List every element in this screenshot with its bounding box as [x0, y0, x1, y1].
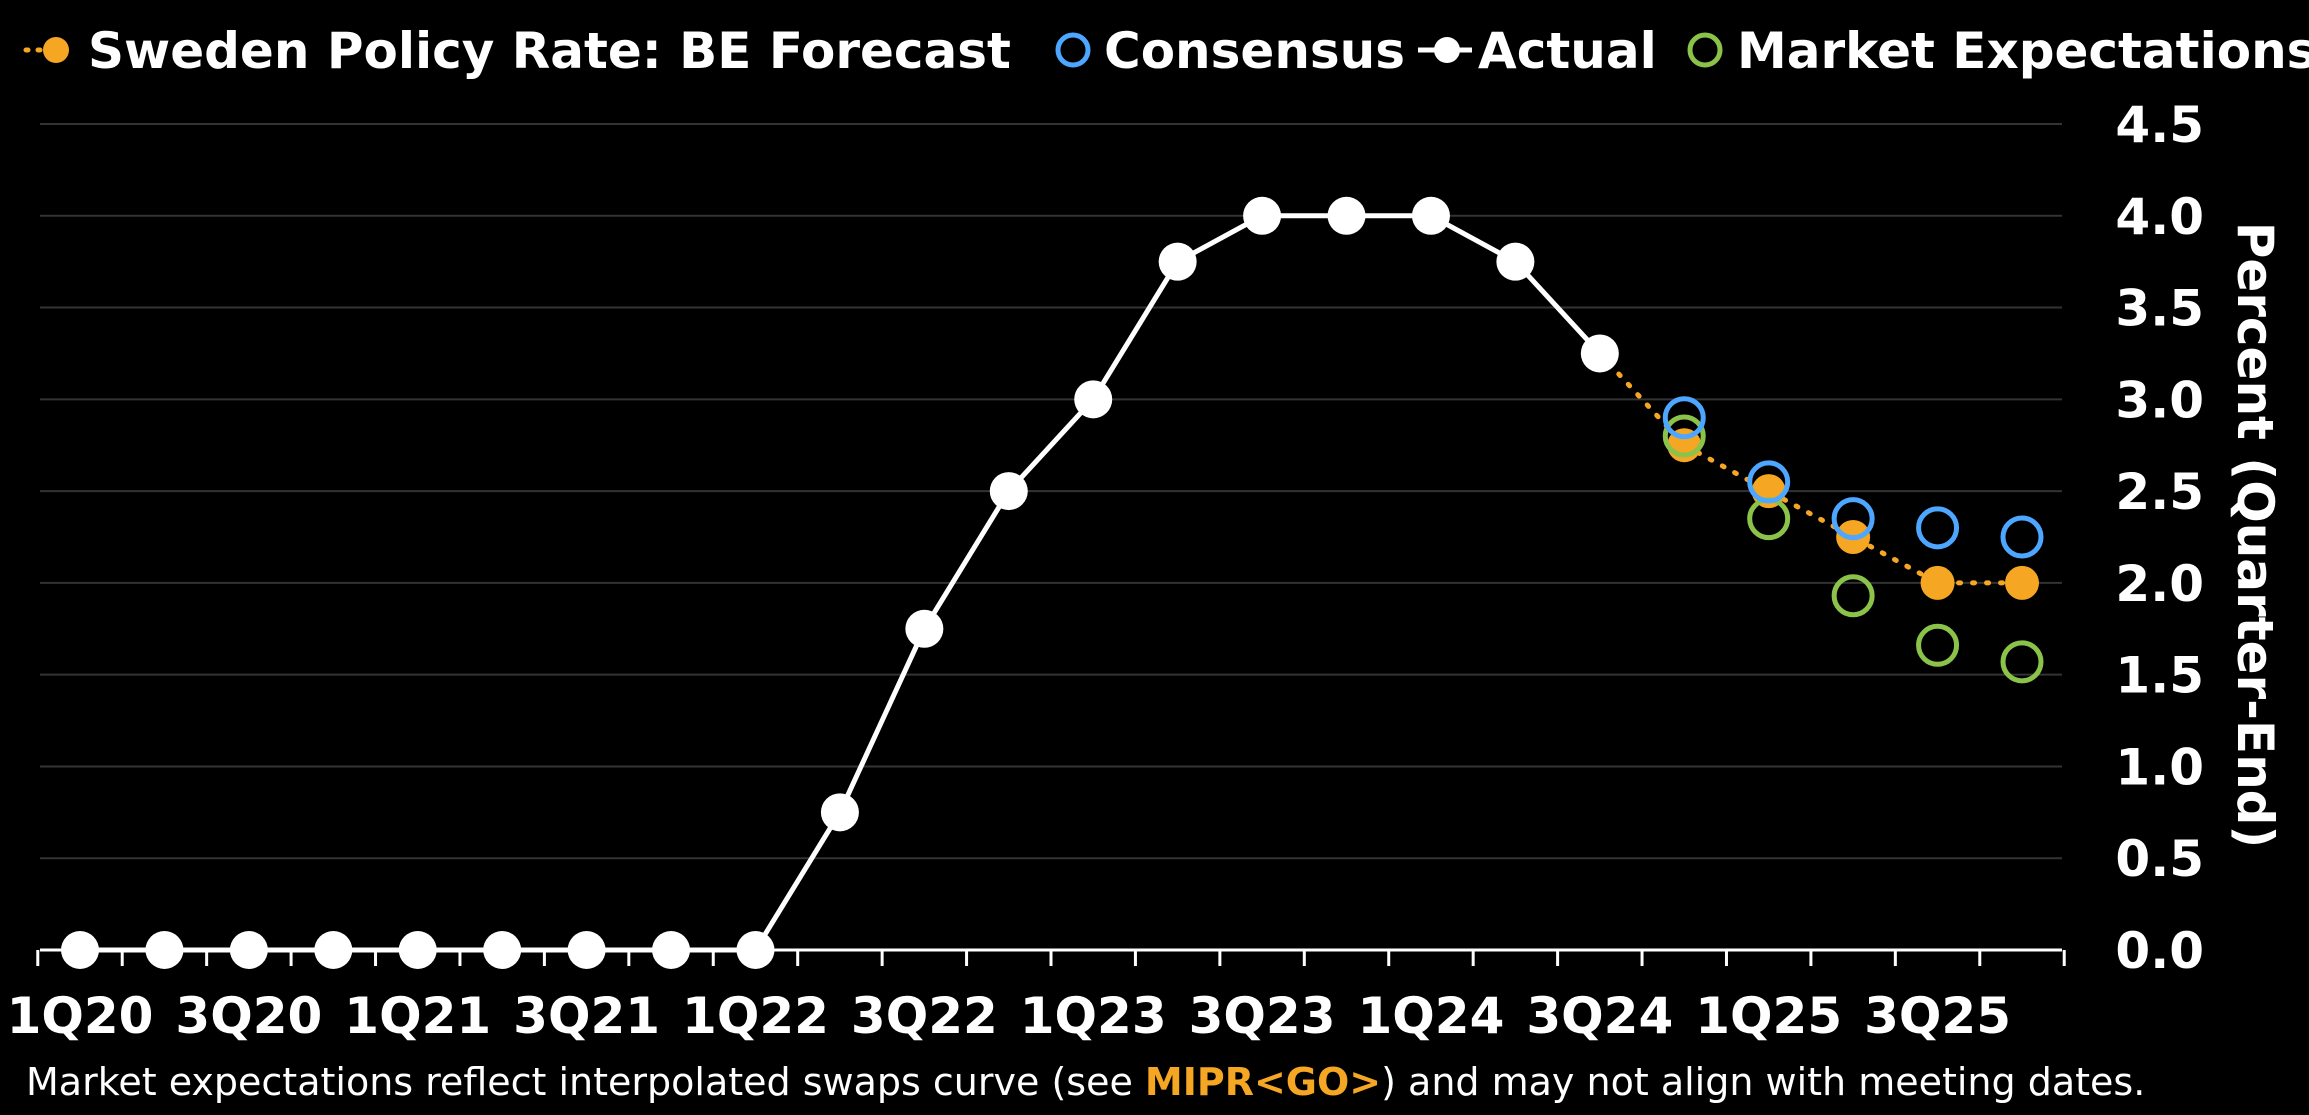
legend-actual-swatch: [1434, 37, 1460, 63]
y-tick-label: 2.0: [2115, 555, 2204, 613]
y-tick-label: 4.0: [2115, 188, 2204, 246]
legend-market-swatch: [1687, 32, 1723, 68]
actual-point: [483, 931, 522, 969]
y-tick-label: 1.5: [2115, 647, 2204, 705]
x-tick-label: 1Q20: [7, 987, 154, 1045]
actual-point: [1327, 196, 1366, 235]
consensus-point: [2000, 515, 2044, 559]
market-expectation-point: [1831, 574, 1875, 618]
footnote-text-end: ) and may not align with meeting dates.: [1381, 1060, 2146, 1104]
y-tick-label: 0.5: [2115, 830, 2204, 888]
y-tick-label: 2.5: [2115, 463, 2204, 521]
x-tick-label: 3Q22: [851, 987, 998, 1045]
policy-rate-chart: Sweden Policy Rate: BE Forecast Consensus…: [7, 22, 2309, 1045]
actual-point: [1243, 196, 1282, 235]
x-tick-label: 3Q25: [1864, 987, 2011, 1045]
actual-point: [989, 472, 1028, 511]
actual-point: [1158, 242, 1197, 281]
x-tick-label: 1Q25: [1695, 987, 1842, 1045]
actual-point: [652, 931, 691, 969]
x-tick-label: 1Q23: [1020, 987, 1167, 1045]
legend-consensus-swatch: [1055, 32, 1091, 68]
x-tick-label: 3Q23: [1189, 987, 1336, 1045]
actual-point: [145, 931, 184, 969]
y-axis: 0.0 0.5 1.0 1.5 2.0 2.5 3.0 3.5 4.0 4.5: [2115, 96, 2204, 980]
actual-point: [1496, 242, 1535, 281]
x-tick-label: 1Q21: [344, 987, 491, 1045]
forecast-point: [1920, 565, 1955, 600]
x-axis: 1Q20 3Q20 1Q21 3Q21 1Q22 3Q22 1Q23 3Q23 1Q24 3Q24…: [7, 948, 2066, 1045]
actual-point: [820, 793, 859, 832]
legend-forecast-swatch: [43, 37, 69, 63]
actual-point: [1074, 380, 1113, 419]
market-expectation-point: [1916, 623, 1960, 667]
consensus-point: [1831, 497, 1875, 541]
y-tick-label: 3.0: [2115, 371, 2204, 429]
actual-point: [229, 931, 268, 969]
actual-point: [1580, 334, 1619, 373]
footnote: Market expectations reflect interpolated…: [26, 1060, 2145, 1104]
actual-point: [1411, 196, 1450, 235]
actual-point: [736, 931, 775, 969]
legend-label-market: Market Expectations: [1737, 22, 2309, 80]
forecast-line: [1597, 350, 2025, 586]
y-tick-label: 0.0: [2115, 922, 2204, 980]
y-axis-label: Percent (Quarter-End): [2226, 222, 2284, 849]
x-tick-label: 3Q20: [175, 987, 322, 1045]
actual-point: [567, 931, 606, 969]
chart-legend: Sweden Policy Rate: BE Forecast Consensus…: [23, 22, 2309, 80]
y-tick-label: 3.5: [2115, 280, 2204, 338]
market-expectation-point: [2000, 640, 2044, 684]
forecast-point: [2005, 565, 2039, 600]
legend-label-forecast: Sweden Policy Rate: BE Forecast: [88, 22, 1011, 80]
consensus-point: [1662, 396, 1706, 440]
x-tick-label: 3Q24: [1526, 987, 1673, 1045]
actual-point: [314, 931, 353, 969]
x-tick-label: 3Q21: [513, 987, 660, 1045]
legend-label-actual: Actual: [1478, 22, 1657, 80]
footnote-text-start: Market expectations reflect interpolated…: [26, 1060, 1145, 1104]
x-tick-label: 1Q24: [1358, 987, 1505, 1045]
y-tick-label: 4.5: [2115, 96, 2204, 154]
actual-point: [61, 931, 99, 969]
actual-point: [398, 931, 437, 969]
grid-lines: [40, 123, 2062, 860]
x-tick-label: 1Q22: [682, 987, 829, 1045]
y-tick-label: 1.0: [2115, 738, 2204, 796]
consensus-point: [1916, 506, 1960, 550]
market-expectation-point: [1662, 414, 1706, 458]
legend-label-consensus: Consensus: [1104, 22, 1405, 80]
mipr-function-link[interactable]: MIPR<GO>: [1144, 1060, 1382, 1104]
consensus-point: [1747, 460, 1791, 504]
actual-point: [905, 609, 944, 648]
chart-series: [61, 196, 2044, 969]
